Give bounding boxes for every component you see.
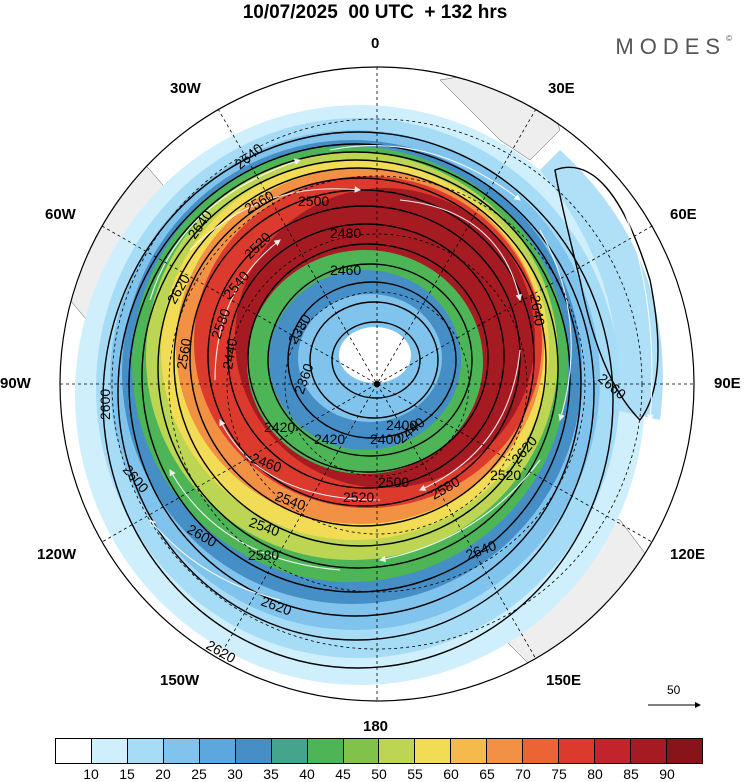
map-border bbox=[59, 66, 695, 702]
colorbar-swatch bbox=[307, 739, 344, 763]
colorbar-swatch bbox=[343, 739, 380, 763]
colorbar-tick-label: 45 bbox=[335, 766, 351, 782]
colorbar-tick-label: 55 bbox=[407, 766, 423, 782]
colorbar-swatch bbox=[271, 739, 308, 763]
colorbar-swatch bbox=[127, 739, 164, 763]
colorbar-tick-label: 30 bbox=[227, 766, 243, 782]
contour-label: 2440 bbox=[219, 337, 240, 371]
colorbar-tick-label: 85 bbox=[623, 766, 639, 782]
colorbar-tick-label: 10 bbox=[83, 766, 99, 782]
logo-text: MODES bbox=[615, 34, 727, 59]
graticule bbox=[60, 67, 694, 701]
lon-label-120e: 120E bbox=[670, 546, 706, 563]
colorbar-swatch bbox=[666, 739, 702, 763]
colorbar-swatch bbox=[451, 739, 488, 763]
south-pole-marker bbox=[374, 381, 380, 387]
colorbar-tick-label: 90 bbox=[659, 766, 675, 782]
colorbar-tick-label: 40 bbox=[299, 766, 315, 782]
colorbar-swatch bbox=[163, 739, 200, 763]
contour-label: 2580 bbox=[248, 547, 279, 563]
colorbar-tick-label: 25 bbox=[191, 766, 207, 782]
contour-label: 2560 bbox=[173, 337, 194, 371]
colorbar-swatch bbox=[379, 739, 416, 763]
wind-reference-label: 50 bbox=[667, 683, 681, 697]
colorbar-swatch bbox=[595, 739, 631, 763]
lon-label-150w: 150W bbox=[160, 672, 200, 689]
colorbar-swatch bbox=[56, 739, 92, 763]
colorbar-tick-label: 20 bbox=[155, 766, 171, 782]
colorbar-swatch bbox=[523, 739, 560, 763]
map-title: 10/07/2025 00 UTC + 132 hrs bbox=[242, 2, 508, 23]
colorbar-tick-label: 50 bbox=[371, 766, 387, 782]
logo-copyright-mark: © bbox=[726, 34, 732, 43]
contour-label: 2520 bbox=[343, 489, 374, 505]
wind-speed-colorbar bbox=[55, 738, 703, 764]
colorbar-tick-label: 15 bbox=[119, 766, 135, 782]
contour-label: 2480 bbox=[330, 225, 361, 241]
colorbar-swatch bbox=[487, 739, 524, 763]
colorbar-tick-label: 70 bbox=[515, 766, 531, 782]
contour-label: 2400 bbox=[370, 431, 401, 447]
colorbar-tick-label: 35 bbox=[263, 766, 279, 782]
lon-label-0: 0 bbox=[371, 35, 380, 52]
colorbar-swatch bbox=[631, 739, 667, 763]
colorbar-swatch bbox=[91, 739, 128, 763]
lon-label-90e: 90E bbox=[714, 375, 741, 392]
lon-label-30w: 30W bbox=[170, 80, 201, 97]
colorbar-tick-label: 75 bbox=[551, 766, 567, 782]
colorbar-swatch bbox=[415, 739, 452, 763]
contour-label: 2420 bbox=[314, 431, 345, 447]
polar-map: 2640 2640 2620 2600 2580 2560 2540 2520 … bbox=[59, 66, 701, 708]
lon-label-60e: 60E bbox=[670, 206, 697, 223]
contour-label: 2460 bbox=[330, 262, 361, 278]
contour-label: 2520 bbox=[490, 467, 521, 483]
lon-label-60w: 60W bbox=[45, 206, 76, 223]
modes-logo: MODES© bbox=[615, 34, 732, 60]
height-contours bbox=[102, 131, 659, 669]
colorbar-swatch bbox=[235, 739, 272, 763]
lon-label-30e: 30E bbox=[548, 80, 575, 97]
contour-label: 2500 bbox=[298, 193, 329, 209]
contour-label: 2600 bbox=[97, 389, 113, 420]
contour-label: 2400 bbox=[386, 417, 417, 433]
lon-label-90w: 90W bbox=[0, 375, 31, 392]
colorbar-tick-label: 60 bbox=[443, 766, 459, 782]
colorbar-swatch bbox=[199, 739, 236, 763]
colorbar-tick-label: 80 bbox=[587, 766, 603, 782]
lon-label-120w: 120W bbox=[37, 546, 77, 563]
contour-label: 2500 bbox=[378, 474, 409, 490]
colorbar-tick-label: 65 bbox=[479, 766, 495, 782]
wind-streamlines bbox=[149, 145, 654, 601]
lon-label-180: 180 bbox=[363, 718, 389, 735]
contour-label: 2420 bbox=[264, 419, 295, 435]
lon-label-150e: 150E bbox=[546, 672, 582, 689]
colorbar-swatch bbox=[559, 739, 596, 763]
contour-label: 2640 bbox=[527, 294, 548, 328]
